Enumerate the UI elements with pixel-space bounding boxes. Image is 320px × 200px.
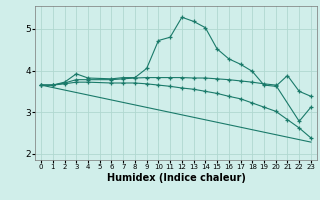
X-axis label: Humidex (Indice chaleur): Humidex (Indice chaleur) bbox=[107, 173, 245, 183]
